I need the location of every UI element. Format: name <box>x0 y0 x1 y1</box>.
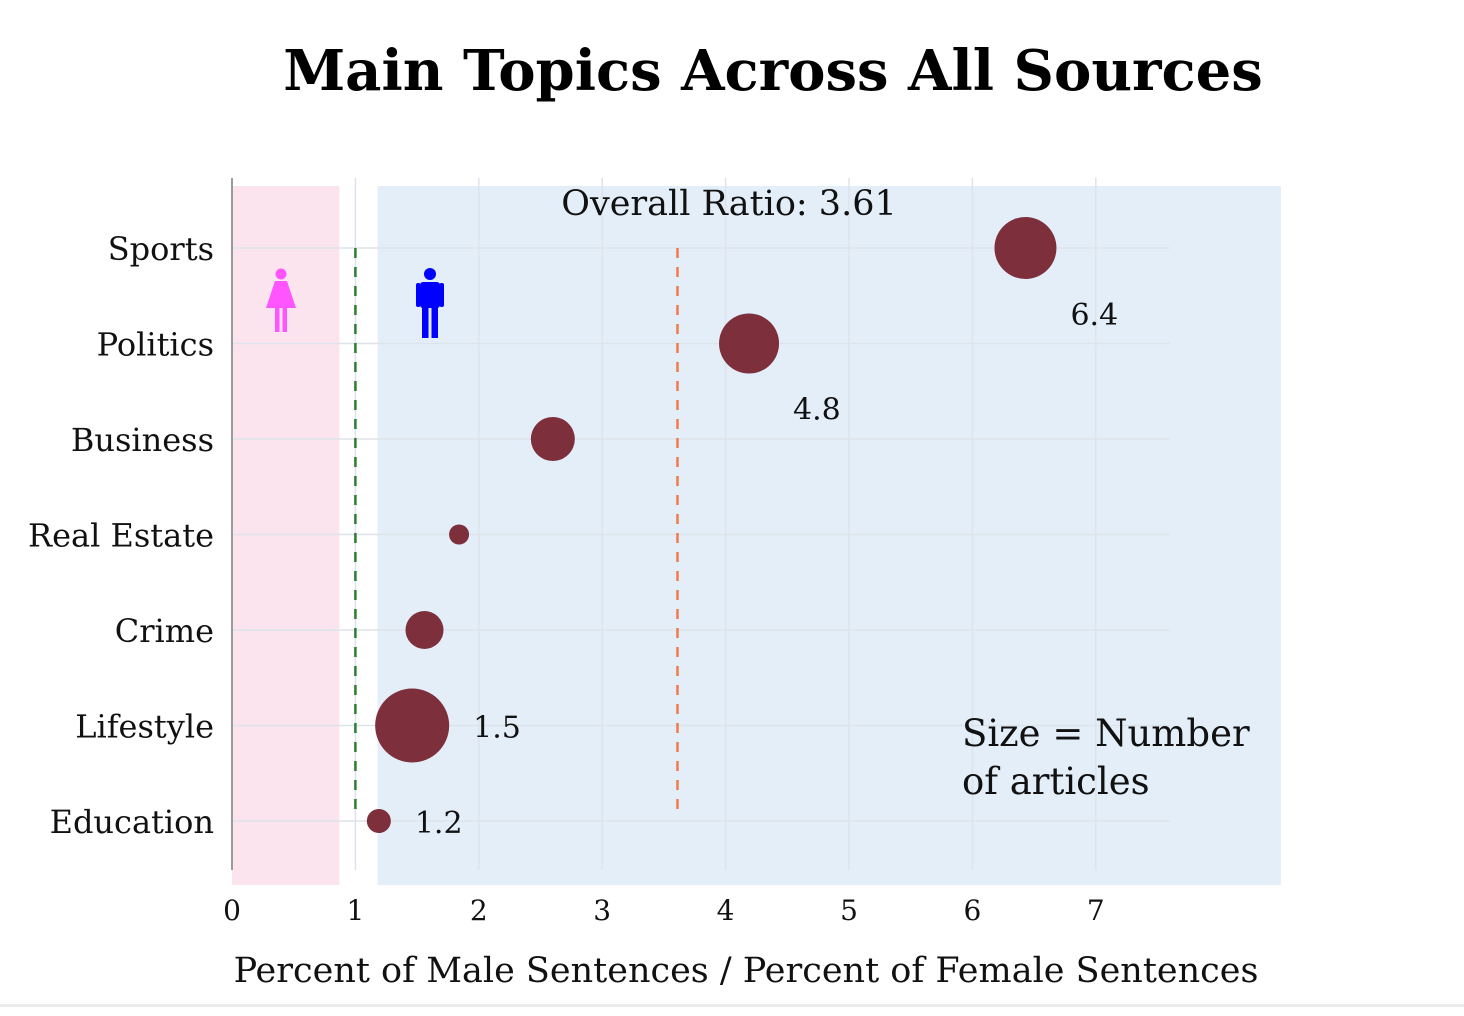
data-points: 6.4 4.8 1.5 1.2 <box>366 217 1118 841</box>
data-label: 4.8 <box>793 393 841 428</box>
y-tick-label: Lifestyle <box>75 708 214 746</box>
point-real-estate <box>449 524 470 545</box>
data-label: 1.5 <box>473 711 521 746</box>
point-lifestyle <box>375 688 450 763</box>
chart-title: Main Topics Across All Sources <box>283 38 1263 104</box>
point-politics <box>719 313 780 374</box>
y-tick-label: Politics <box>97 326 214 364</box>
size-note-line1: Size = Number <box>962 712 1250 755</box>
data-label: 1.2 <box>415 806 463 841</box>
x-tick-label: 1 <box>346 894 364 927</box>
x-tick-label: 4 <box>717 894 735 927</box>
y-tick-label: Crime <box>115 612 214 650</box>
overall-ratio-annotation: Overall Ratio: 3.61 <box>561 184 897 224</box>
x-tick-label: 2 <box>470 894 488 927</box>
gender-icons <box>266 268 444 338</box>
male-region <box>377 186 1281 885</box>
x-tick-label: 5 <box>840 894 858 927</box>
x-tick-label: 6 <box>963 894 981 927</box>
background-regions <box>232 186 1281 885</box>
y-tick-labels: Sports Politics Business Real Estate Crime Li… <box>28 230 214 841</box>
female-figure-icon <box>266 268 296 332</box>
data-label: 6.4 <box>1070 298 1118 333</box>
y-tick-label: Real Estate <box>28 517 214 555</box>
y-tick-label: Sports <box>108 230 214 268</box>
male-figure-icon <box>416 268 444 338</box>
point-crime <box>405 611 444 649</box>
x-axis-label: Percent of Male Sentences / Percent of F… <box>234 951 1259 991</box>
y-tick-label: Business <box>71 421 214 459</box>
x-tick-labels: 0 1 2 3 4 5 6 7 <box>223 894 1105 927</box>
x-tick-label: 7 <box>1087 894 1105 927</box>
x-tick-label: 3 <box>593 894 611 927</box>
point-sports <box>994 217 1057 279</box>
bottom-divider <box>0 1004 1464 1007</box>
y-tick-label: Education <box>50 803 214 841</box>
point-education <box>366 809 391 833</box>
x-tick-label: 0 <box>223 894 241 927</box>
size-note-line2: of articles <box>962 760 1150 803</box>
point-business <box>530 417 575 461</box>
